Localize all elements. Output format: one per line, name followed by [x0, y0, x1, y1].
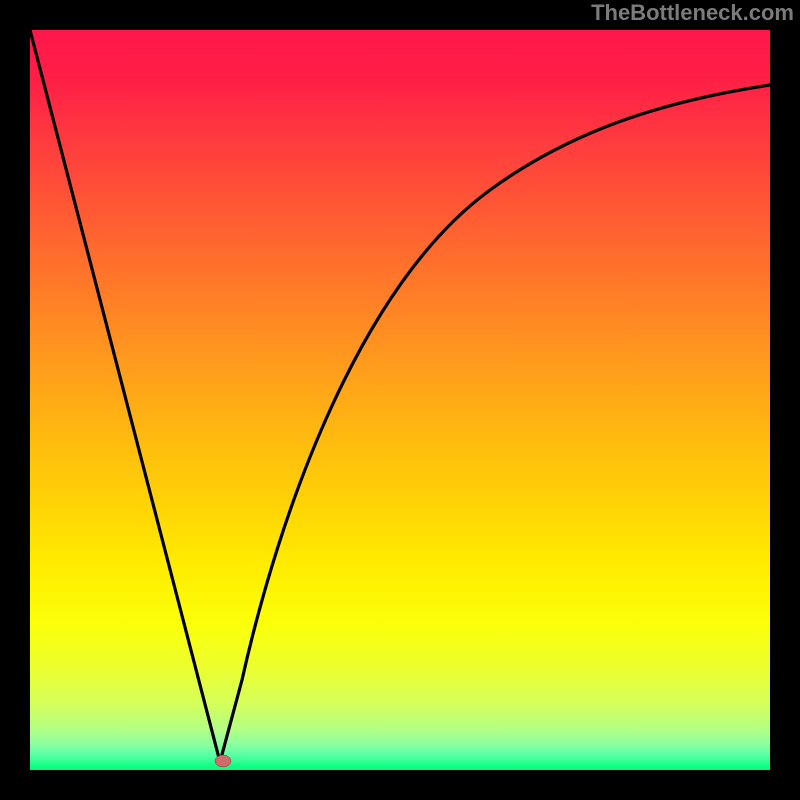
chart-container: TheBottleneck.com	[0, 0, 800, 800]
gradient-background	[30, 30, 770, 770]
plot-area	[30, 30, 770, 770]
watermark-text: TheBottleneck.com	[591, 0, 794, 26]
